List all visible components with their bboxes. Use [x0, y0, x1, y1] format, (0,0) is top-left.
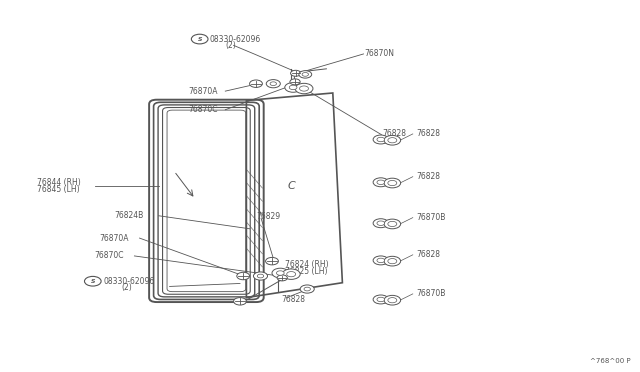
Circle shape: [384, 178, 401, 188]
Circle shape: [304, 287, 310, 291]
Circle shape: [277, 275, 287, 281]
Circle shape: [302, 73, 308, 76]
Text: C: C: [287, 181, 295, 191]
Text: 76870B: 76870B: [416, 289, 445, 298]
Text: 76828: 76828: [416, 172, 440, 181]
Text: 76829: 76829: [256, 212, 280, 221]
Circle shape: [250, 80, 262, 87]
Circle shape: [373, 256, 388, 265]
Circle shape: [377, 137, 385, 142]
Text: S: S: [197, 36, 202, 42]
Circle shape: [388, 221, 397, 227]
Circle shape: [295, 83, 313, 94]
Circle shape: [300, 285, 314, 293]
Circle shape: [287, 272, 296, 277]
Circle shape: [291, 70, 301, 76]
Text: 76828: 76828: [416, 129, 440, 138]
Circle shape: [373, 135, 388, 144]
Circle shape: [377, 180, 385, 185]
Text: 76828: 76828: [282, 295, 306, 304]
Text: 76844 (RH): 76844 (RH): [37, 178, 81, 187]
Circle shape: [257, 274, 264, 278]
Circle shape: [299, 71, 312, 78]
Circle shape: [384, 256, 401, 266]
Circle shape: [253, 272, 268, 280]
Text: 76870A: 76870A: [99, 234, 129, 243]
Circle shape: [237, 272, 250, 280]
Text: 76824B: 76824B: [114, 211, 143, 220]
Circle shape: [388, 138, 397, 143]
Circle shape: [377, 258, 385, 263]
Circle shape: [272, 268, 289, 278]
Circle shape: [384, 295, 401, 305]
Text: 08330-62096: 08330-62096: [210, 35, 261, 44]
Text: (2): (2): [225, 41, 236, 50]
Circle shape: [373, 178, 388, 187]
Circle shape: [276, 271, 284, 275]
Circle shape: [285, 83, 301, 92]
Circle shape: [290, 79, 300, 85]
Circle shape: [388, 180, 397, 186]
Text: 76870B: 76870B: [416, 213, 445, 222]
Text: 08330-62096: 08330-62096: [104, 277, 155, 286]
Circle shape: [377, 221, 385, 225]
Circle shape: [377, 297, 385, 302]
Circle shape: [373, 295, 388, 304]
Circle shape: [282, 269, 300, 279]
Circle shape: [270, 82, 276, 86]
Text: 76825 (LH): 76825 (LH): [285, 267, 327, 276]
Text: (2): (2): [122, 283, 132, 292]
Text: 76845 (LH): 76845 (LH): [37, 185, 80, 194]
Circle shape: [266, 257, 278, 265]
Text: 76870C: 76870C: [189, 105, 218, 114]
Text: 76824 (RH): 76824 (RH): [285, 260, 328, 269]
Text: S: S: [90, 279, 95, 284]
Text: ^768^00 P: ^768^00 P: [590, 358, 630, 364]
Circle shape: [384, 135, 401, 145]
Text: 76870N: 76870N: [365, 49, 395, 58]
Circle shape: [373, 219, 388, 228]
Circle shape: [384, 219, 401, 229]
Text: 76870C: 76870C: [95, 251, 124, 260]
Text: 76828: 76828: [416, 250, 440, 259]
Circle shape: [388, 298, 397, 303]
Circle shape: [388, 259, 397, 264]
Text: 76828: 76828: [383, 129, 407, 138]
Circle shape: [266, 80, 280, 88]
Text: 76870A: 76870A: [189, 87, 218, 96]
Circle shape: [234, 298, 246, 305]
Circle shape: [289, 85, 297, 90]
Circle shape: [300, 86, 308, 91]
